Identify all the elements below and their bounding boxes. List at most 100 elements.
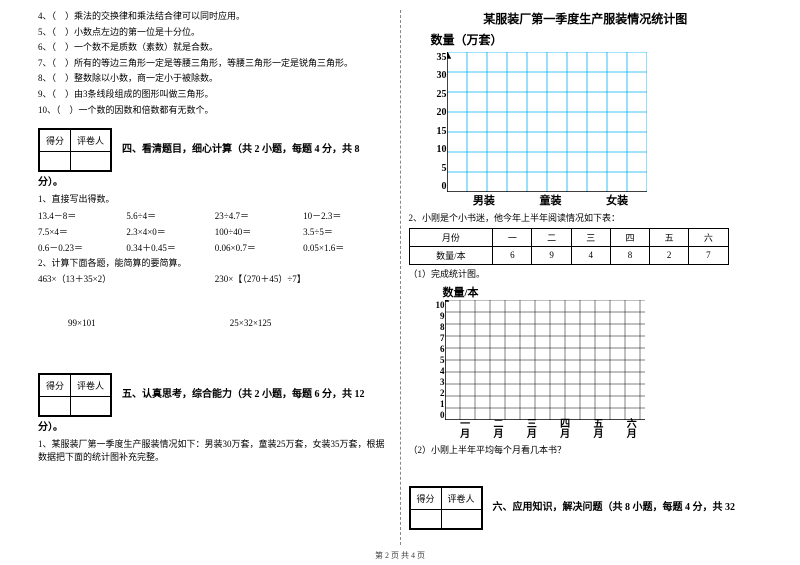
score-label: 得分: [40, 130, 71, 152]
c2d: 3.5÷5＝: [303, 225, 391, 238]
chart2-y-labels: 10 9 8 7 6 5 4 3 2 1 0: [429, 300, 445, 420]
c1d: 10－2.3＝: [303, 209, 391, 222]
th-4: 四: [610, 228, 649, 246]
q2-intro: 2、小刚是个小书迷，他今年上半年阅读情况如下表：: [409, 212, 763, 225]
y2-3: 3: [429, 377, 445, 387]
calc1-r2: 7.5×4＝ 2.3×4×0＝ 100÷40＝ 3.5÷5＝: [38, 225, 392, 238]
section4-after: 分）。: [38, 176, 392, 190]
tf-q6: 6、（ ）一个数不是质数（素数）就是合数。: [38, 41, 392, 54]
c1c: 23÷4.7＝: [215, 209, 303, 222]
section6-header: 得分评卷人 六、应用知识，解决问题（共 8 小题，每题 4 分，共 32: [409, 480, 763, 534]
calc1-r1: 13.4－8＝ 5.6÷4＝ 23÷4.7＝ 10－2.3＝: [38, 209, 392, 222]
table-header-row: 月份 一 二 三 四 五 六: [409, 228, 728, 246]
yt-10: 10: [429, 144, 447, 155]
grader-blank[interactable]: [71, 152, 111, 171]
chart2-grid: [445, 300, 645, 420]
y2-10: 10: [429, 300, 445, 310]
c3b: 0.34＋0.45＝: [126, 241, 214, 254]
yt-5: 5: [429, 163, 447, 174]
calc2-r1: 463×（13＋35×2） 230×【（270＋45）÷7】: [38, 272, 392, 285]
th-5: 五: [650, 228, 689, 246]
c3a: 0.6－0.23＝: [38, 241, 126, 254]
th-0: 月份: [409, 228, 493, 246]
chart1-x-labels: 男装 童装 女装: [451, 192, 651, 208]
chart1-title: 某服装厂第一季度生产服装情况统计图: [409, 10, 763, 27]
td-0: 数量/本: [409, 246, 493, 264]
right-column: 某服装厂第一季度生产服装情况统计图 数量（万套） 35 30 25 20 15 …: [401, 10, 771, 545]
section5-after: 分）。: [38, 421, 392, 435]
xt-men: 男装: [473, 192, 495, 208]
y2-8: 8: [429, 322, 445, 332]
yt-25: 25: [429, 89, 447, 100]
grader-label-5: 评卷人: [71, 375, 111, 397]
chart1-y-title: 数量（万套）: [431, 31, 763, 48]
left-column: 4、（ ）乘法的交换律和乘法结合律可以同时应用。 5、（ ）小数点左边的第一位是…: [30, 10, 401, 545]
chart2-x-labels: 一月 二月 三月 四月 五月 六月: [449, 420, 649, 440]
chart2: 数量/本 10 9 8 7 6 5 4 3 2 1 0: [429, 284, 763, 440]
calc1-r3: 0.6－0.23＝ 0.34＋0.45＝ 0.06×0.7＝ 0.05×1.6＝: [38, 241, 392, 254]
grader-label-6: 评卷人: [441, 487, 481, 509]
yt-30: 30: [429, 70, 447, 81]
blank-space-2: [38, 331, 392, 361]
tf-q5: 5、（ ）小数点左边的第一位是十分位。: [38, 26, 392, 39]
c22a: 99×101: [68, 318, 230, 328]
th-1: 一: [493, 228, 532, 246]
grader-blank-5[interactable]: [71, 397, 111, 416]
td-1: 6: [493, 246, 532, 264]
y2-4: 4: [429, 366, 445, 376]
x2-4: 四月: [560, 420, 570, 440]
section5-title: 五、认真思考，综合能力（共 2 小题，每题 6 分，共 12: [122, 385, 365, 400]
score-blank-5[interactable]: [40, 397, 71, 416]
score-label-5: 得分: [40, 375, 71, 397]
score-blank-6[interactable]: [410, 509, 441, 528]
sec5-q1: 1、某服装厂第一季度生产服装情况如下：男装30万套，童装25万套，女装35万套，…: [38, 438, 392, 463]
th-2: 二: [532, 228, 571, 246]
c21a: 463×（13＋35×2）: [38, 272, 215, 285]
chart2-title: 数量/本: [443, 284, 763, 300]
c21b: 230×【（270＋45）÷7】: [215, 272, 392, 285]
section4-header: 得分评卷人 四、看清题目，细心计算（共 2 小题，每题 4 分，共 8: [38, 122, 392, 176]
score-box-4: 得分评卷人: [38, 128, 112, 172]
y2-7: 7: [429, 333, 445, 343]
x2-3: 三月: [527, 420, 537, 440]
td-2: 9: [532, 246, 571, 264]
td-5: 2: [650, 246, 689, 264]
c22b: 25×32×125: [230, 318, 392, 328]
section6-title: 六、应用知识，解决问题（共 8 小题，每题 4 分，共 32: [493, 498, 736, 513]
yt-0: 0: [429, 181, 447, 192]
chart1-y-labels: 35 30 25 20 15 10 5 0: [429, 52, 447, 192]
x2-2: 二月: [493, 420, 503, 440]
page: 4、（ ）乘法的交换律和乘法结合律可以同时应用。 5、（ ）小数点左边的第一位是…: [0, 0, 800, 565]
calc1-title: 1、直接写出得数。: [38, 193, 392, 206]
c3d: 0.05×1.6＝: [303, 241, 391, 254]
y2-5: 5: [429, 355, 445, 365]
y2-1: 1: [429, 399, 445, 409]
tf-q9: 9、（ ）由3条线段组成的图形叫做三角形。: [38, 88, 392, 101]
blank-space-1: [38, 288, 392, 318]
table-data-row: 数量/本 6 9 4 8 2 7: [409, 246, 728, 264]
score-blank[interactable]: [40, 152, 71, 171]
y2-0: 0: [429, 410, 445, 420]
tf-q7: 7、（ ）所有的等边三角形一定是等腰三角形，等腰三角形一定是锐角三角形。: [38, 57, 392, 70]
yt-20: 20: [429, 107, 447, 118]
c2b: 2.3×4×0＝: [126, 225, 214, 238]
x2-1: 一月: [460, 420, 470, 440]
grader-blank-6[interactable]: [441, 509, 481, 528]
tf-q8: 8、（ ）整数除以小数，商一定小于被除数。: [38, 72, 392, 85]
calc2-title: 2、计算下面各题，能简算的要简算。: [38, 257, 392, 270]
yt-35: 35: [429, 52, 447, 63]
grader-label: 评卷人: [71, 130, 111, 152]
page-footer: 第 2 页 共 4 页: [0, 550, 800, 561]
y2-6: 6: [429, 344, 445, 354]
c1a: 13.4－8＝: [38, 209, 126, 222]
chart1: 35 30 25 20 15 10 5 0: [429, 52, 763, 208]
th-6: 六: [689, 228, 728, 246]
c2a: 7.5×4＝: [38, 225, 126, 238]
section5-header: 得分评卷人 五、认真思考，综合能力（共 2 小题，每题 6 分，共 12: [38, 367, 392, 421]
c1b: 5.6÷4＝: [126, 209, 214, 222]
td-3: 4: [571, 246, 610, 264]
x2-6: 六月: [627, 420, 637, 440]
th-3: 三: [571, 228, 610, 246]
score-box-5: 得分评卷人: [38, 373, 112, 417]
y2-9: 9: [429, 311, 445, 321]
